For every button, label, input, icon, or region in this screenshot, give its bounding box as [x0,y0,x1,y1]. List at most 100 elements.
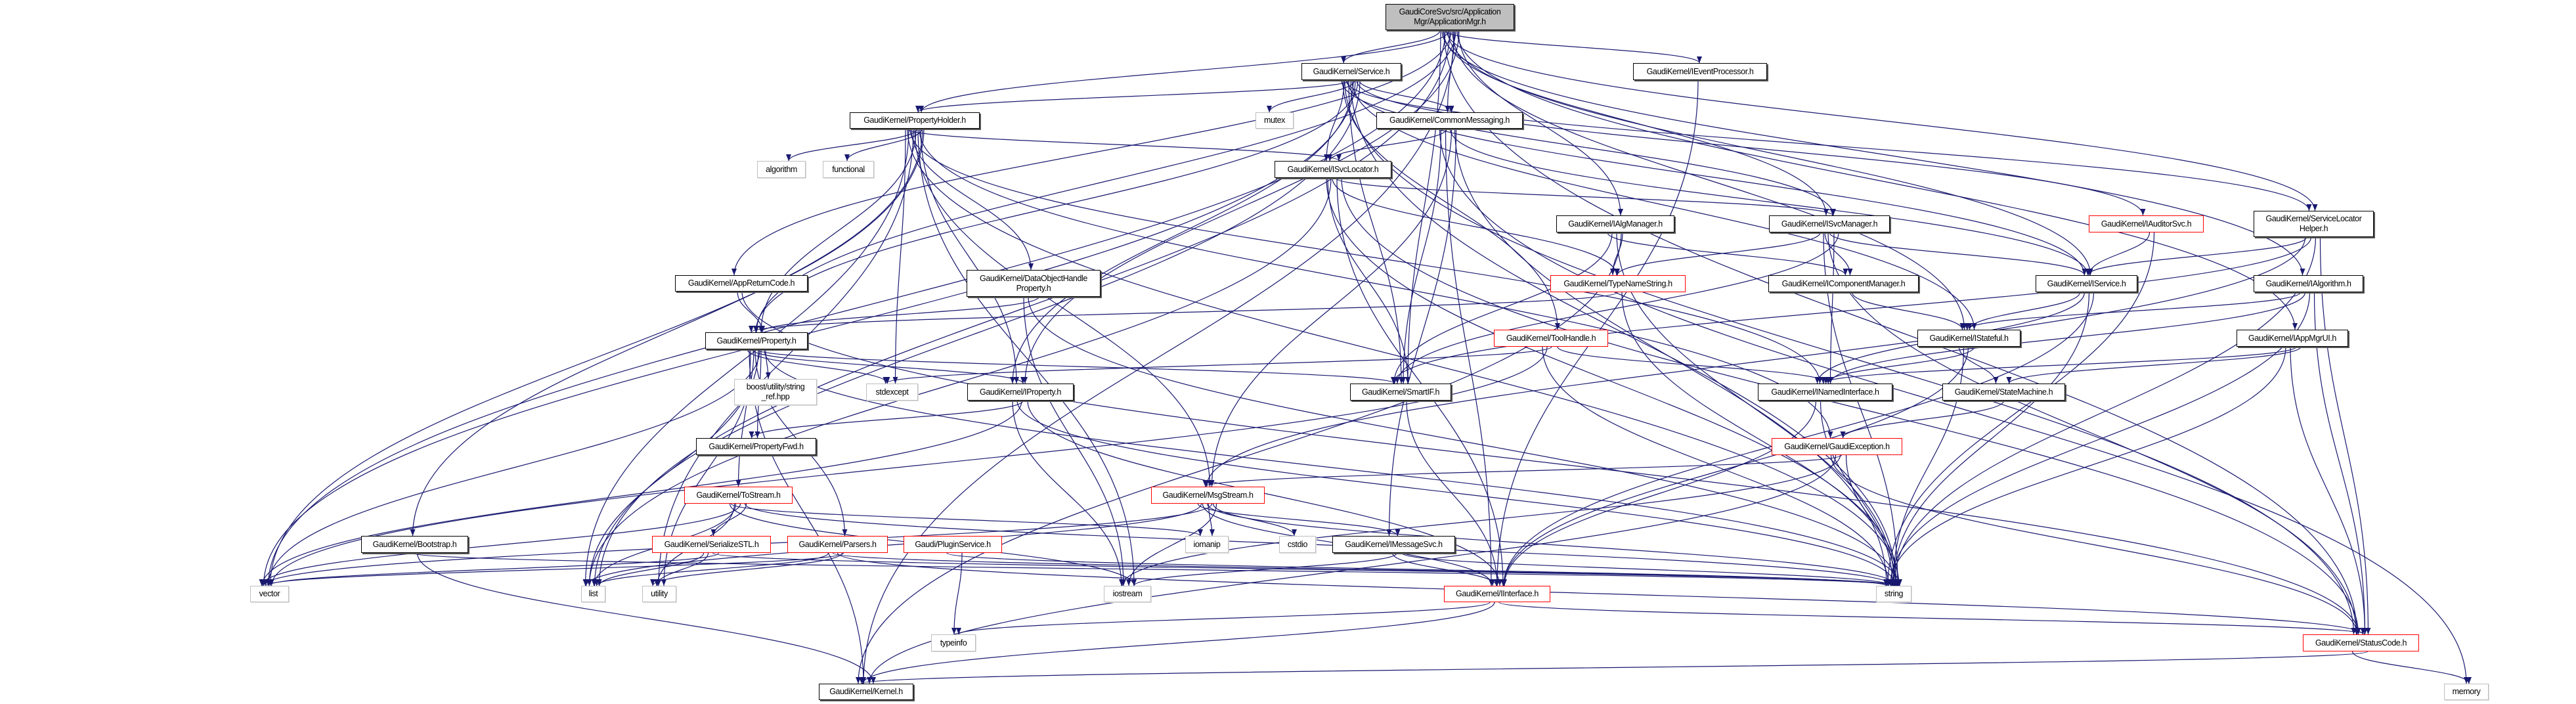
node-tostream[interactable]: GaudiKernel/ToStream.h [684,487,793,504]
node-property[interactable]: GaudiKernel/Property.h [705,332,808,349]
node-typeinfo[interactable]: typeinfo [931,634,976,651]
node-label: GaudiKernel/IInterface.h [1456,589,1539,598]
node-iinterface[interactable]: GaudiKernel/IInterface.h [1444,586,1550,602]
node-imessagesvc[interactable]: GaudiKernel/IMessageSvc.h [1332,536,1455,553]
node-parsers[interactable]: GaudiKernel/Parsers.h [787,536,888,553]
edge-commonmessaging-to-msgstream [1209,128,1452,487]
node-service[interactable]: GaudiKernel/Service.h [1301,63,1401,80]
edge-propertyholder-to-list [582,128,909,586]
node-bootstrap[interactable]: GaudiKernel/Bootstrap.h [361,536,468,553]
edge-propertyholder-to-string [907,128,1902,586]
node-label: GaudiKernel/IProperty.h [980,387,1061,397]
node-ialgorithm[interactable]: GaudiKernel/IAlgorithm.h [2254,275,2363,292]
edge-bootstrap-to-string [412,552,1896,586]
edge-iinterface-to-kernel [860,602,1495,684]
node-icomponentmanager[interactable]: GaudiKernel/IComponentManager.h [1768,275,1919,292]
edge-isvclocator-to-statuscode [1341,177,2361,635]
edge-servicelocatorhelper-to-smartif [1391,236,2312,384]
node-commonmessaging[interactable]: GaudiKernel/CommonMessaging.h [1376,112,1523,129]
node-vector[interactable]: vector [250,586,289,602]
edge-propertyholder-to-msgstream [914,128,1213,487]
node-root[interactable]: GaudiCoreSvc/src/Application Mgr/Applicat… [1386,4,1514,30]
edge-service-to-toolhandle [1342,79,1560,330]
node-msgstream[interactable]: GaudiKernel/MsgStream.h [1151,487,1265,504]
edge-root-to-statuscode [1443,30,2360,635]
node-label: GaudiKernel/StateMachine.h [1954,387,2053,397]
node-dataobjecthandleproperty[interactable]: GaudiKernel/DataObjectHandle Property.h [967,270,1101,297]
edge-service-to-mutex [1267,79,1355,113]
node-label: GaudiKernel/IEventProcessor.h [1646,66,1754,76]
node-inamedinterface[interactable]: GaudiKernel/INamedInterface.h [1758,384,1892,401]
edge-commonmessaging-to-string [1454,128,1889,586]
edge-pluginservice-to-typeinfo [951,552,963,635]
node-serializestl[interactable]: GaudiKernel/SerializeSTL.h [652,536,771,553]
node-iappmgrui[interactable]: GaudiKernel/IAppMgrUI.h [2237,330,2348,347]
edge-service-to-iproperty [1010,79,1354,384]
edge-iappmgrui-to-inamedinterface [1820,346,2297,384]
node-isvclocator[interactable]: GaudiKernel/ISvcLocator.h [1275,161,1391,178]
edge-service-to-iservice [1347,79,2087,276]
node-typenamestring[interactable]: GaudiKernel/TypeNameString.h [1550,275,1686,292]
node-statuscode[interactable]: GaudiKernel/StatusCode.h [2303,634,2419,651]
node-label: GaudiKernel/IAlgorithm.h [2265,278,2351,288]
node-iauditorsvc[interactable]: GaudiKernel/IAuditorSvc.h [2089,215,2204,232]
node-mutex[interactable]: mutex [1255,112,1294,129]
node-algorithm[interactable]: algorithm [757,161,806,178]
node-utility[interactable]: utility [642,586,676,602]
node-boost[interactable]: boost/utility/string _ref.hpp [734,379,817,405]
node-cstdio[interactable]: cstdio [1279,536,1316,553]
node-toolhandle[interactable]: GaudiKernel/ToolHandle.h [1494,330,1608,347]
node-memory[interactable]: memory [2444,684,2489,700]
node-smartif[interactable]: GaudiKernel/SmartIF.h [1350,384,1451,401]
edge-bootstrap-to-kernel [416,552,876,684]
edge-parsers-to-list [594,552,829,586]
edge-root-to-iappmgrui [1456,30,2298,330]
node-functional[interactable]: functional [823,161,874,178]
edge-root-to-iservice [1447,30,2093,276]
node-list[interactable]: list [581,586,605,602]
edge-smartif-to-iinterface [1406,400,1500,586]
node-label: string [1884,589,1904,598]
node-statemachine[interactable]: GaudiKernel/StateMachine.h [1942,384,2065,401]
node-pluginservice[interactable]: Gaudi/PluginService.h [904,536,1002,553]
node-appreturncode[interactable]: GaudiKernel/AppReturnCode.h [675,275,808,292]
edge-service-to-servicelocatorhelper [1345,79,2312,211]
node-kernel[interactable]: GaudiKernel/Kernel.h [819,684,913,700]
node-label: iostream [1112,589,1143,598]
node-label: GaudiKernel/IAuditorSvc.h [2101,219,2192,229]
node-label: GaudiKernel/IStateful.h [1929,333,2009,343]
node-gaudiexception[interactable]: GaudiKernel/GaudiException.h [1772,438,1902,455]
node-isvcmanager[interactable]: GaudiKernel/ISvcManager.h [1769,215,1890,232]
edge-property-to-boost [765,349,771,380]
node-servicelocatorhelper[interactable]: GaudiKernel/ServiceLocator Helper.h [2254,211,2374,237]
edge-gaudiexception-to-statuscode [1830,454,2360,635]
node-iservice[interactable]: GaudiKernel/IService.h [2036,275,2137,292]
node-ialgmanager[interactable]: GaudiKernel/IAlgManager.h [1556,215,1674,232]
node-istateful[interactable]: GaudiKernel/IStateful.h [1917,330,2020,347]
edge-msgstream-to-list [583,503,1202,586]
edge-parsers-to-statuscode [837,552,2366,635]
edge-propertyholder-to-iostream [917,128,1137,586]
edge-propertyholder-to-utility [656,128,914,586]
node-iomanip[interactable]: iomanip [1185,536,1229,553]
node-propertyholder[interactable]: GaudiKernel/PropertyHolder.h [850,112,980,129]
node-iproperty[interactable]: GaudiKernel/IProperty.h [967,384,1074,401]
edge-root-to-list [596,30,1451,586]
edge-ialgorithm-to-istateful [1964,292,2302,330]
node-label: GaudiKernel/Bootstrap.h [372,539,457,549]
edge-commonmessaging-to-smartif [1401,128,1442,384]
node-propertyfwd[interactable]: GaudiKernel/PropertyFwd.h [696,438,816,455]
node-string[interactable]: string [1876,586,1911,602]
node-iostream[interactable]: iostream [1104,586,1151,602]
node-label: GaudiKernel/IMessageSvc.h [1345,539,1443,549]
edge-root-to-kernel [861,30,1455,684]
edge-ialgorithm-to-statuscode [2313,292,2368,635]
edge-commonmessaging-to-iservice [1449,128,2091,276]
node-ieventprocessor[interactable]: GaudiKernel/IEventProcessor.h [1633,63,1767,80]
node-label: GaudiKernel/Parsers.h [798,539,877,549]
edge-tostream-to-serializestl [710,503,747,537]
node-stdexcept[interactable]: stdexcept [866,384,918,401]
edge-serializestl-to-string [712,552,1901,586]
node-label: algorithm [766,164,797,174]
